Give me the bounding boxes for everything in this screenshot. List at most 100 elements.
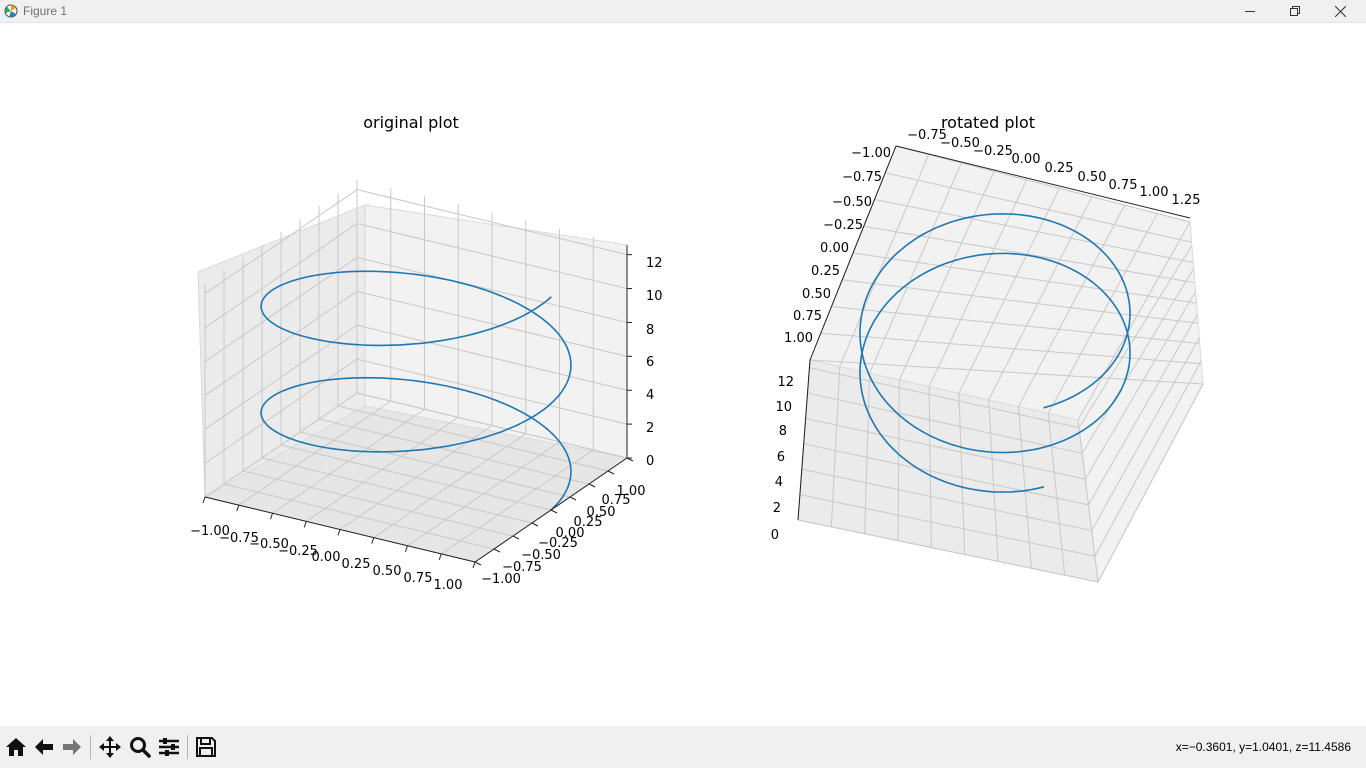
- pan-button[interactable]: [96, 734, 124, 760]
- x-axis-line: [895, 145, 1191, 219]
- x-tick-label: 0.75: [1109, 178, 1138, 193]
- axes-original-plot: original plot −1.00 −0.75 −0.50 −0.25 0.…: [190, 113, 662, 593]
- grid-line: [373, 433, 527, 539]
- forward-button[interactable]: [58, 734, 86, 760]
- grid-line: [885, 172, 1192, 243]
- chart-title-original: original plot: [363, 113, 459, 132]
- grid-line: [356, 324, 628, 391]
- configure-subplots-button[interactable]: [155, 734, 183, 760]
- y-tick-label: 0.75: [602, 493, 631, 508]
- z-tick-label: 4: [775, 475, 783, 490]
- save-icon: [196, 737, 216, 757]
- grid-line: [820, 332, 1202, 365]
- y-tick-label: −0.25: [538, 536, 578, 551]
- z-axis-line: [797, 359, 811, 521]
- x-tick-mark: [236, 504, 240, 512]
- grid-line: [1091, 337, 1200, 531]
- grid-line: [204, 189, 358, 295]
- matplotlib-logo-icon: [4, 4, 18, 18]
- toolbar-separator: [90, 735, 91, 759]
- x-tick-label: 0.75: [404, 571, 433, 586]
- grid-line: [1047, 413, 1066, 576]
- home-button[interactable]: [2, 734, 30, 760]
- restore-button[interactable]: [1273, 0, 1317, 23]
- grid-line: [356, 256, 628, 323]
- grid-line: [803, 443, 1089, 506]
- x-tick-mark: [405, 545, 408, 552]
- window-title: Figure 1: [23, 4, 68, 18]
- grid-line: [928, 386, 932, 548]
- x-tick-label: 0.25: [342, 557, 371, 572]
- grid-line: [356, 290, 628, 357]
- y-tick-label: −1.00: [851, 146, 891, 161]
- x-tick-label: 0.00: [1012, 152, 1041, 167]
- grid-line: [958, 188, 1060, 394]
- grid-line: [831, 306, 1200, 344]
- grid-line: [842, 279, 1199, 324]
- axes-rotated-plot: rotated plot −0.75 −0.50 −0.25 0.00 0.25…: [771, 113, 1204, 584]
- tick-labels: −0.75 −0.50 −0.25 0.00 0.25 0.50 0.75 1.…: [771, 128, 1201, 543]
- y-tick-label: 0.25: [811, 264, 840, 279]
- x-tick-label: 0.00: [312, 550, 341, 565]
- back-button[interactable]: [30, 734, 58, 760]
- z-tick-label: 12: [777, 375, 794, 390]
- grid-line: [1017, 406, 1032, 569]
- x-tick-label: −1.00: [190, 524, 230, 539]
- z-tick-label: 10: [646, 289, 663, 304]
- grid-line: [1078, 244, 1193, 428]
- grid-line: [356, 223, 628, 290]
- x-tick-mark: [472, 561, 476, 569]
- grid-line: [204, 392, 358, 498]
- minimize-button[interactable]: [1228, 0, 1272, 23]
- close-button[interactable]: [1318, 0, 1362, 23]
- y-tick-mark: [512, 535, 520, 540]
- y-tick-label: 0.50: [802, 287, 831, 302]
- x-tick-label: 0.50: [1078, 170, 1107, 185]
- x-tick-mark: [371, 537, 375, 544]
- y-tick-mark: [588, 483, 596, 488]
- y-tick-label: −0.25: [823, 218, 863, 233]
- y-tick-label: −1.00: [481, 572, 521, 587]
- grid-line: [1018, 204, 1126, 407]
- z-tick-label: 0: [771, 528, 779, 543]
- grid-line: [988, 399, 999, 562]
- grid-line: [204, 290, 358, 396]
- grid-line: [1094, 360, 1202, 557]
- toolbar-separator: [187, 735, 188, 759]
- grid-line: [1047, 213, 1158, 414]
- home-icon: [6, 738, 26, 756]
- y-tick-mark: [550, 509, 558, 514]
- save-button[interactable]: [192, 734, 220, 760]
- minimize-icon: [1245, 11, 1255, 12]
- grid-lines: [797, 145, 1204, 583]
- figure-canvas[interactable]: original plot −1.00 −0.75 −0.50 −0.25 0.…: [0, 23, 1366, 726]
- grid-line: [280, 444, 552, 511]
- grid-line: [897, 379, 900, 541]
- z-tick-label: 2: [646, 421, 654, 436]
- grid-line: [356, 392, 628, 459]
- grid-line: [830, 366, 841, 527]
- grid-line: [204, 223, 358, 328]
- y-tick-mark: [569, 496, 577, 501]
- grid-line: [1088, 314, 1198, 506]
- x-tick-label: 1.25: [1172, 193, 1201, 208]
- y-tick-label: 0.00: [556, 526, 585, 541]
- grid-lines: [204, 180, 628, 563]
- pan-icon: [99, 736, 121, 758]
- z-tick-label: 2: [773, 501, 781, 516]
- zoom-button[interactable]: [126, 734, 154, 760]
- y-tick-mark: [493, 548, 501, 553]
- grid-line: [204, 358, 358, 464]
- z-tick-label: 8: [646, 323, 654, 338]
- x-tick-label: −0.50: [940, 136, 980, 151]
- x-tick-mark: [438, 553, 442, 561]
- grid-line: [958, 393, 966, 555]
- y-tick-label: −0.75: [502, 560, 542, 575]
- window-titlebar: Figure 1: [0, 0, 1366, 23]
- grid-line: [801, 468, 1092, 532]
- zoom-icon: [130, 737, 151, 758]
- x-tick-mark: [202, 496, 206, 504]
- y-tick-label: −0.50: [832, 195, 872, 210]
- grid-line: [797, 519, 1099, 583]
- y-axis-line: [809, 145, 897, 361]
